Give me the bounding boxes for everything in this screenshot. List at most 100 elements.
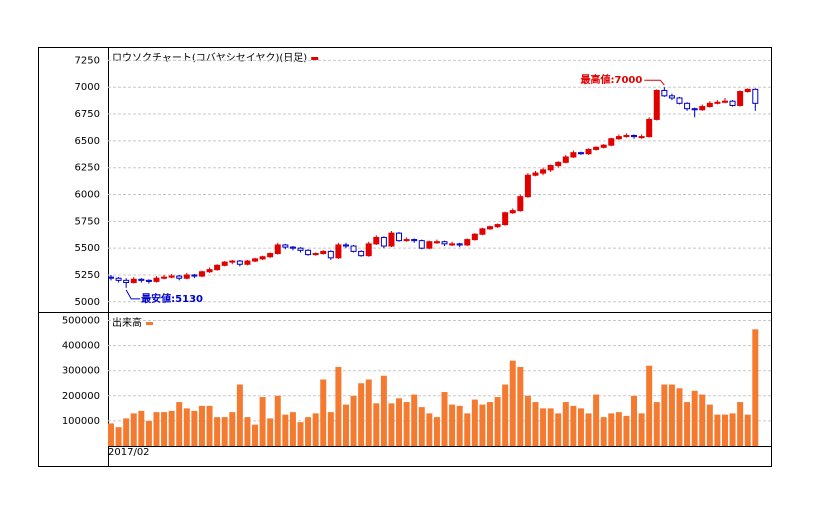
candle-body <box>502 212 509 226</box>
legend-swatch <box>311 57 319 60</box>
candle-body <box>653 89 660 120</box>
bar <box>676 388 683 446</box>
candle-body <box>411 239 418 242</box>
candle-body <box>312 253 319 256</box>
chart-title: 出来高 <box>112 316 142 329</box>
annotation-arrow <box>644 79 665 86</box>
y-tick-label: 500000 <box>62 316 100 327</box>
candle-body <box>108 276 114 279</box>
bar <box>433 417 440 446</box>
bar <box>418 407 425 446</box>
bar <box>176 402 183 446</box>
bar <box>206 405 213 446</box>
x-tick-label: 2017/02 <box>108 447 150 458</box>
bar <box>509 360 516 446</box>
y-tick-label: 5250 <box>75 270 100 281</box>
candle-body <box>646 118 653 138</box>
candle-body <box>540 169 547 174</box>
bar <box>183 408 190 446</box>
candle-body <box>297 247 304 251</box>
candle-body <box>752 88 759 104</box>
candle-body <box>638 136 645 139</box>
candle-body <box>418 240 425 249</box>
candle-body <box>327 250 334 259</box>
candle-body <box>691 108 698 111</box>
bar <box>577 408 584 446</box>
candle-body <box>471 233 478 241</box>
bar <box>570 405 577 446</box>
bar <box>729 413 736 446</box>
candle-body <box>396 232 403 242</box>
candle-body <box>176 275 183 279</box>
candle-body <box>214 264 221 271</box>
candle-body <box>191 274 198 277</box>
bar <box>388 403 395 446</box>
candle-body <box>403 239 410 242</box>
candle-body <box>259 256 266 260</box>
bar <box>547 408 554 446</box>
candle-body <box>365 243 372 257</box>
y-tick-label: 5750 <box>75 216 100 227</box>
bar <box>524 395 531 446</box>
candle-body <box>600 144 607 148</box>
candle-body <box>721 100 728 103</box>
candle-body <box>145 279 152 282</box>
bar <box>661 384 668 446</box>
candle-body <box>615 136 622 140</box>
bar <box>335 366 342 446</box>
candle-body <box>206 269 213 273</box>
candle-body <box>115 277 122 281</box>
bar <box>297 422 304 446</box>
bar <box>274 395 281 446</box>
candle-body <box>577 152 584 155</box>
candle-body <box>593 146 600 150</box>
candle-body <box>585 148 592 155</box>
bar <box>236 384 243 446</box>
bar <box>358 383 365 446</box>
candle-body <box>661 89 668 97</box>
y-tick-label: 7000 <box>75 82 100 93</box>
bar <box>373 403 380 446</box>
annotation-arrow <box>125 289 141 300</box>
bar <box>441 392 448 446</box>
candle-body <box>433 241 440 244</box>
bar <box>411 394 418 446</box>
bar <box>396 398 403 446</box>
bar <box>327 412 334 446</box>
annotation: 最高値:7000 <box>580 73 642 86</box>
bar <box>615 412 622 446</box>
candle-body <box>668 95 675 99</box>
candle-body <box>267 253 274 258</box>
candle-body <box>282 244 289 248</box>
y-tick-label: 5500 <box>75 243 100 254</box>
bar <box>638 413 645 446</box>
bar <box>456 405 463 446</box>
bar <box>600 417 607 446</box>
bar <box>108 423 114 446</box>
bar <box>593 394 600 446</box>
bar <box>721 414 728 446</box>
bar <box>191 410 198 446</box>
bar <box>214 417 221 446</box>
candle-body <box>153 277 160 282</box>
y-tick-label: 400000 <box>62 341 100 352</box>
candle-body <box>441 241 448 245</box>
bar <box>653 402 660 446</box>
candle-body <box>524 174 531 198</box>
candle-body <box>221 261 228 266</box>
candle-body <box>699 106 706 111</box>
bar <box>737 402 744 446</box>
candle-body <box>244 260 251 265</box>
bar <box>714 414 721 446</box>
y-tick-label: 6750 <box>75 109 100 120</box>
bar <box>145 420 152 446</box>
candle-body <box>305 249 312 256</box>
bar <box>494 397 501 446</box>
bar <box>471 399 478 446</box>
bar <box>623 415 630 446</box>
annotation: 最安値:5130 <box>141 292 203 305</box>
candle-body <box>684 102 691 110</box>
bar <box>706 404 713 446</box>
y-tick-label: 6000 <box>75 190 100 201</box>
